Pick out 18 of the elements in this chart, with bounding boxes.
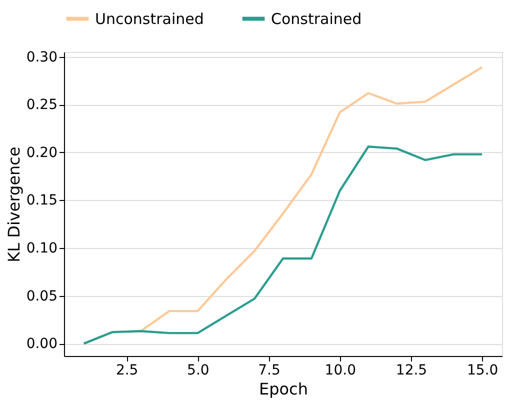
line-series	[82, 146, 484, 345]
y-tick-label: 0.00	[26, 336, 58, 352]
x-tick-label: 15.0	[467, 362, 498, 378]
x-tick-label: 12.5	[396, 362, 428, 378]
y-tick-label: 0.20	[26, 144, 58, 161]
x-tick-label: 2.5	[116, 362, 138, 378]
y-tick-label: 0.30	[26, 49, 58, 66]
x-axis-title: Epoch	[259, 380, 308, 398]
legend-label: Unconstrained	[95, 10, 204, 28]
y-tick-label: 0.15	[26, 192, 58, 209]
y-tick-label: 0.25	[26, 97, 58, 114]
legend-label: Constrained	[271, 10, 362, 28]
x-tick-label: 7.5	[258, 362, 280, 378]
y-tick-label: 0.05	[26, 288, 58, 304]
x-tick-label: 10.0	[324, 362, 356, 378]
x-tick-label: 5.0	[187, 362, 210, 378]
y-tick-label: 0.10	[26, 240, 58, 256]
y-axis-title: KL Divergence	[4, 146, 24, 262]
